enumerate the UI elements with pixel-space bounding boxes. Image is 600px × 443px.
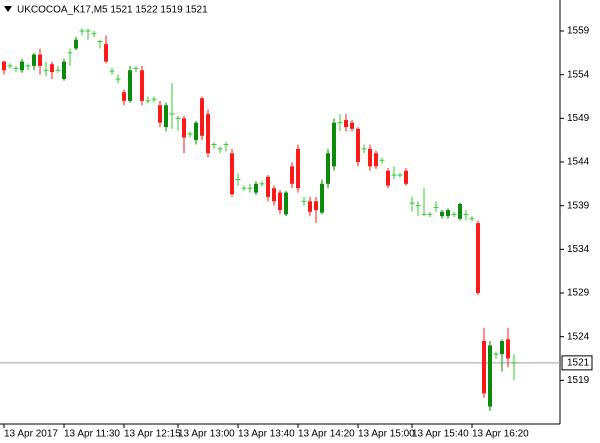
y-tick-label: 1544 — [567, 157, 590, 168]
candle-body — [296, 148, 300, 189]
candle-body — [404, 170, 408, 184]
candle-body — [482, 341, 486, 394]
candle-body — [368, 148, 372, 167]
candle-body — [122, 92, 126, 101]
x-tick-label: 13 Apr 13:40 — [238, 429, 295, 440]
y-tick-label: 1534 — [567, 244, 590, 255]
chart-title: UKCOCOA_K17,M5 1521 1522 1519 1521 — [17, 5, 208, 16]
candle-body — [290, 166, 294, 184]
candle-body — [164, 105, 168, 128]
candle-body — [254, 183, 258, 193]
y-tick-label: 1559 — [567, 26, 590, 37]
candle-body — [500, 341, 504, 355]
candle-body — [284, 192, 288, 215]
candle-body — [314, 201, 318, 211]
y-tick-label: 1539 — [567, 200, 590, 211]
candle-body — [50, 64, 54, 73]
candle-body — [140, 70, 144, 101]
candle-body — [182, 118, 186, 138]
candle-body — [266, 176, 270, 197]
y-tick-label: 1549 — [567, 113, 590, 124]
y-tick-label: 1519 — [567, 375, 590, 386]
candle-body — [506, 339, 510, 359]
candle-body — [278, 192, 282, 211]
candle-body — [20, 61, 24, 71]
y-tick-label: 1554 — [567, 69, 590, 80]
x-tick-label: 13 Apr 12:15 — [124, 429, 181, 440]
y-tick-label: 1524 — [567, 331, 590, 342]
candle-body — [458, 203, 462, 219]
candle-body — [38, 54, 42, 66]
candle-body — [440, 211, 444, 217]
candle-body — [206, 113, 210, 154]
candle-body — [272, 188, 276, 202]
x-tick-label: 13 Apr 14:20 — [298, 429, 355, 440]
candle-body — [446, 210, 450, 217]
candle-body — [350, 122, 354, 129]
candle-body — [200, 98, 204, 136]
candle-body — [374, 153, 378, 167]
x-tick-label: 13 Apr 11:30 — [64, 429, 120, 440]
candle-body — [2, 61, 6, 71]
candle-body — [128, 70, 132, 101]
candle-body — [230, 153, 234, 195]
x-tick-label: 13 Apr 13:00 — [178, 429, 235, 440]
last-price-box — [561, 355, 593, 371]
candle-body — [356, 128, 360, 163]
candle-body — [488, 345, 492, 407]
x-tick-label: 13 Apr 2017 — [4, 429, 58, 440]
candle-body — [308, 201, 312, 212]
candle-body — [320, 183, 324, 213]
menu-icon — [4, 6, 12, 12]
candle-body — [344, 120, 348, 128]
x-tick-label: 13 Apr 15:40 — [412, 429, 469, 440]
last-price-label: 1521 — [567, 358, 590, 369]
candle-body — [158, 105, 162, 123]
candle-body — [104, 44, 108, 62]
candle-body — [332, 122, 336, 167]
y-tick-label: 1529 — [567, 288, 590, 299]
candle-body — [386, 170, 390, 186]
candle-body — [476, 223, 480, 294]
candle-body — [74, 39, 78, 49]
candle-body — [194, 122, 198, 141]
candle-body — [326, 153, 330, 184]
candle-body — [32, 54, 36, 66]
candle-body — [62, 61, 66, 80]
x-tick-label: 13 Apr 15:00 — [358, 429, 415, 440]
x-tick-label: 13 Apr 16:20 — [472, 429, 529, 440]
